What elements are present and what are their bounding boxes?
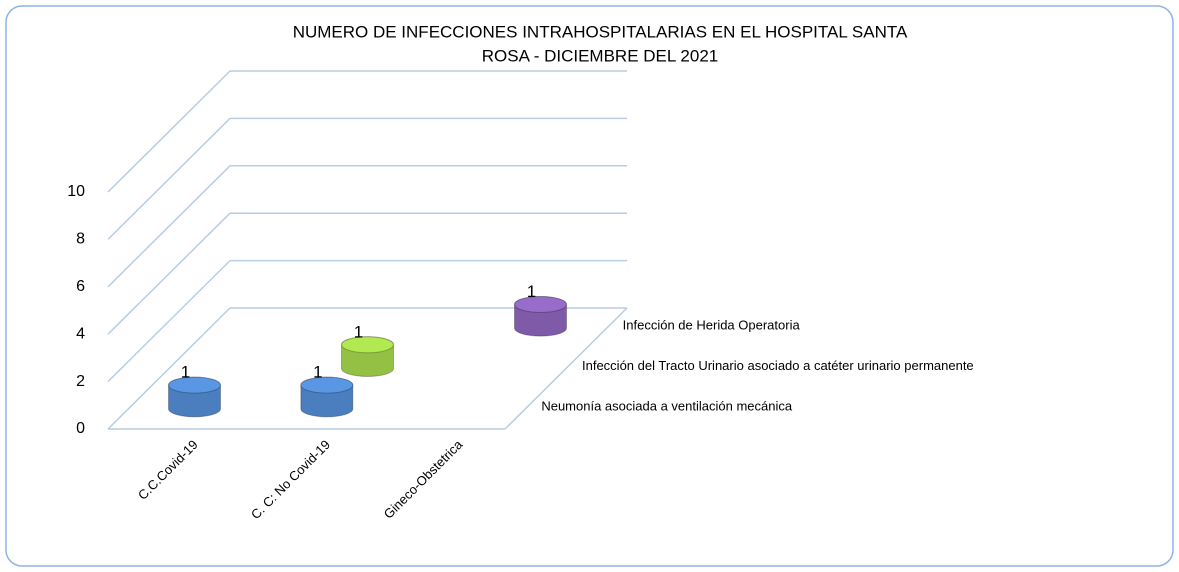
chart-title: ROSA - DICIEMBRE DEL 2021 — [482, 46, 719, 65]
grid-line — [107, 165, 231, 288]
grid-line — [107, 307, 231, 430]
y-tick-label: 2 — [76, 373, 85, 390]
bar-top — [514, 295, 567, 313]
chart-border — [5, 5, 1174, 567]
grid-line — [107, 70, 231, 193]
chart-title: NUMERO DE INFECCIONES INTRAHOSPITALARIAS… — [293, 22, 908, 41]
bar-top — [300, 376, 354, 394]
y-tick-label: 8 — [76, 231, 85, 248]
grid-line — [107, 260, 231, 383]
data-label: 1 — [527, 282, 536, 301]
y-tick-label: 0 — [76, 420, 85, 437]
legend-label: Infección del Tracto Urinario asociado a… — [582, 358, 974, 373]
legend-label: Neumonía asociada a ventilación mecánica — [541, 398, 793, 413]
data-label: 1 — [354, 322, 363, 341]
grid-line — [107, 117, 231, 240]
y-tick-label: 10 — [67, 183, 85, 200]
data-label: 1 — [313, 363, 322, 382]
data-label: 1 — [181, 363, 190, 382]
y-tick-label: 6 — [76, 278, 85, 295]
legend-label: Infección de Herida Operatoria — [623, 318, 801, 333]
bar-top — [341, 336, 394, 354]
y-tick-label: 4 — [76, 325, 85, 342]
bar-top — [168, 376, 221, 394]
grid-line — [107, 212, 231, 335]
floor-edge — [504, 307, 628, 430]
